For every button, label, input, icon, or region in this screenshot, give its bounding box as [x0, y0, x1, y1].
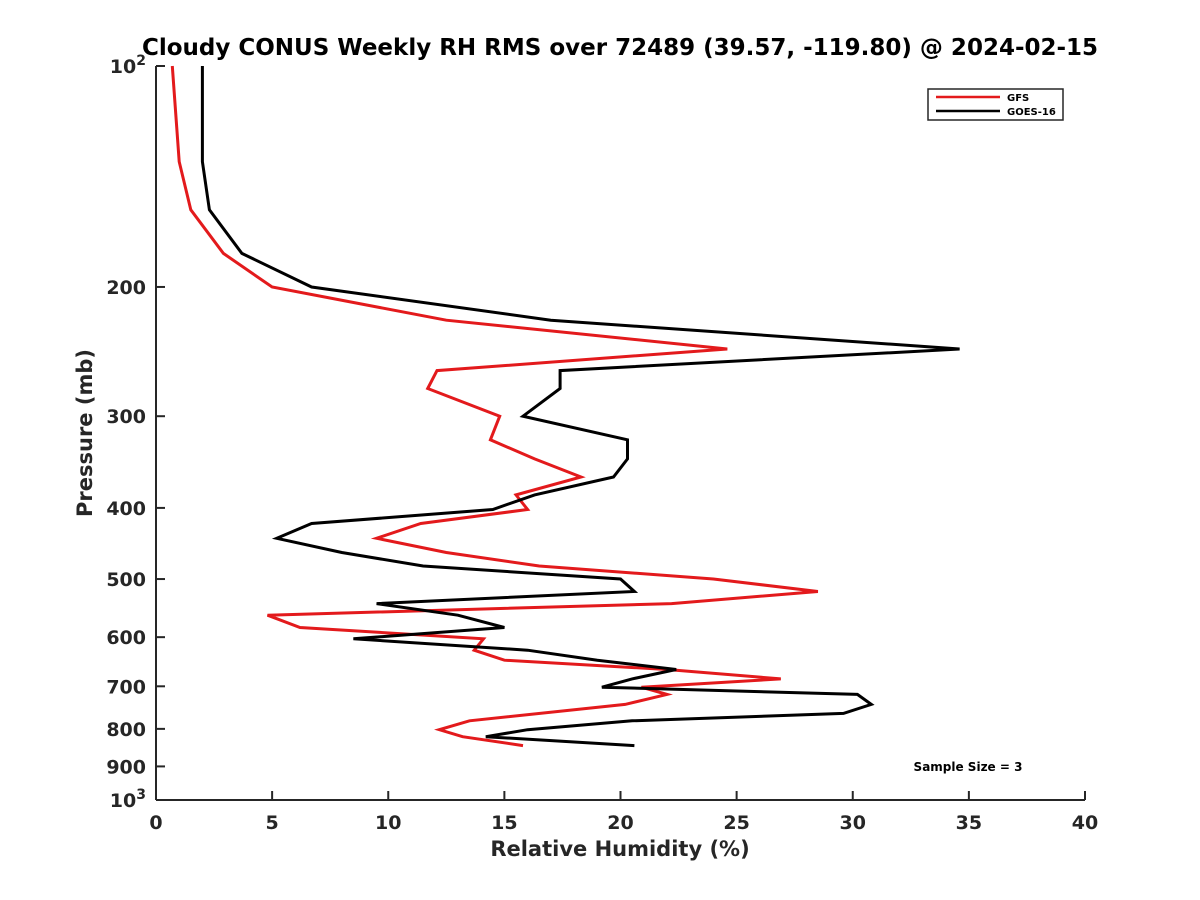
y-tick-label: 200 — [106, 277, 146, 299]
y-tick-label: 800 — [106, 719, 146, 741]
legend-label-gfs: GFS — [1007, 93, 1029, 104]
legend: GFS GOES-16 — [927, 88, 1064, 121]
x-tick-label: 30 — [840, 812, 866, 834]
x-tick-label: 5 — [266, 812, 279, 834]
sample-size-annotation: Sample Size = 3 — [914, 760, 1023, 774]
y-axis-label: Pressure (mb) — [73, 349, 97, 517]
y-tick-label: 400 — [106, 498, 146, 520]
x-tick-label: 40 — [1072, 812, 1098, 834]
chart-title: Cloudy CONUS Weekly RH RMS over 72489 (3… — [142, 35, 1098, 61]
x-tick-label: 10 — [375, 812, 401, 834]
legend-box — [927, 88, 1064, 121]
series-lines — [170, 65, 960, 748]
y-tick-label: 300 — [106, 406, 146, 428]
x-tick-label: 0 — [149, 812, 162, 834]
y-tick-label: 103 — [110, 787, 146, 812]
y-tick-label: 500 — [106, 569, 146, 591]
x-tick-label: 15 — [491, 812, 517, 834]
y-tick-label: 102 — [110, 53, 146, 78]
legend-label-goes16: GOES-16 — [1007, 107, 1056, 118]
series-line-goes-16 — [200, 66, 960, 748]
x-tick-label: 25 — [723, 812, 749, 834]
x-tick-label: 20 — [607, 812, 633, 834]
x-ticks: 0 5 10 15 20 25 30 35 40 — [149, 791, 1098, 834]
y-tick-label: 600 — [106, 627, 146, 649]
y-tick-label: 700 — [106, 676, 146, 698]
y-tick-label: 900 — [106, 756, 146, 778]
x-axis-label: Relative Humidity (%) — [490, 837, 749, 861]
y-ticks: 102 200 300 400 500 600 700 800 900 103 — [106, 53, 165, 812]
x-tick-label: 35 — [956, 812, 982, 834]
